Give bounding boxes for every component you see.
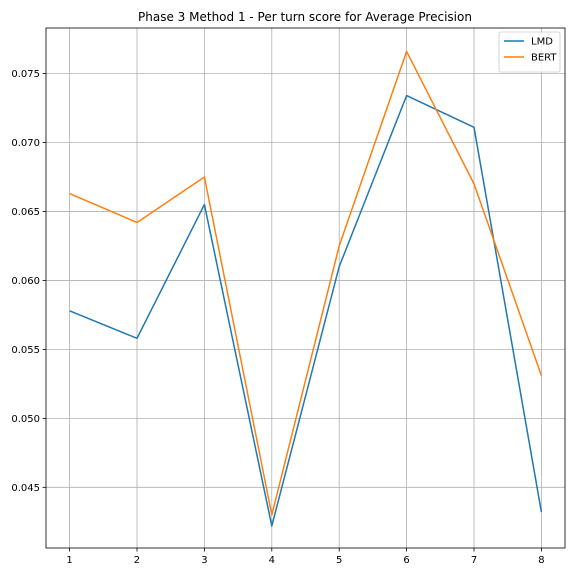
x-tick-label: 3	[201, 555, 207, 566]
x-tick-label: 8	[538, 555, 544, 566]
x-tick-label: 4	[269, 555, 275, 566]
grid	[46, 28, 565, 548]
x-tick-label: 6	[403, 555, 409, 566]
x-tick-label: 7	[471, 555, 477, 566]
legend: LMD BERT	[498, 31, 561, 73]
legend-label: LMD	[531, 37, 553, 48]
x-axis-ticks: 1 2 3 4 5 6 7 8	[66, 548, 545, 566]
y-tick-label: 0.065	[11, 207, 40, 218]
y-axis-ticks: 0.045 0.050 0.055 0.060 0.065 0.070 0.075	[11, 69, 46, 494]
x-tick-label: 1	[66, 555, 72, 566]
x-tick-label: 5	[336, 555, 342, 566]
chart-title: Phase 3 Method 1 - Per turn score for Av…	[138, 10, 472, 24]
series-line-lmd	[69, 94, 543, 527]
legend-label: BERT	[531, 53, 557, 64]
legend-box	[498, 31, 561, 73]
y-tick-label: 0.075	[11, 69, 40, 80]
y-tick-label: 0.055	[11, 345, 40, 356]
series-line-bert	[69, 50, 543, 516]
y-tick-label: 0.050	[11, 414, 40, 425]
series-layer	[69, 50, 543, 527]
x-tick-label: 2	[134, 555, 140, 566]
y-tick-label: 0.070	[11, 138, 40, 149]
plot-frame	[45, 27, 566, 549]
y-tick-label: 0.045	[11, 483, 40, 494]
y-tick-label: 0.060	[11, 276, 40, 287]
